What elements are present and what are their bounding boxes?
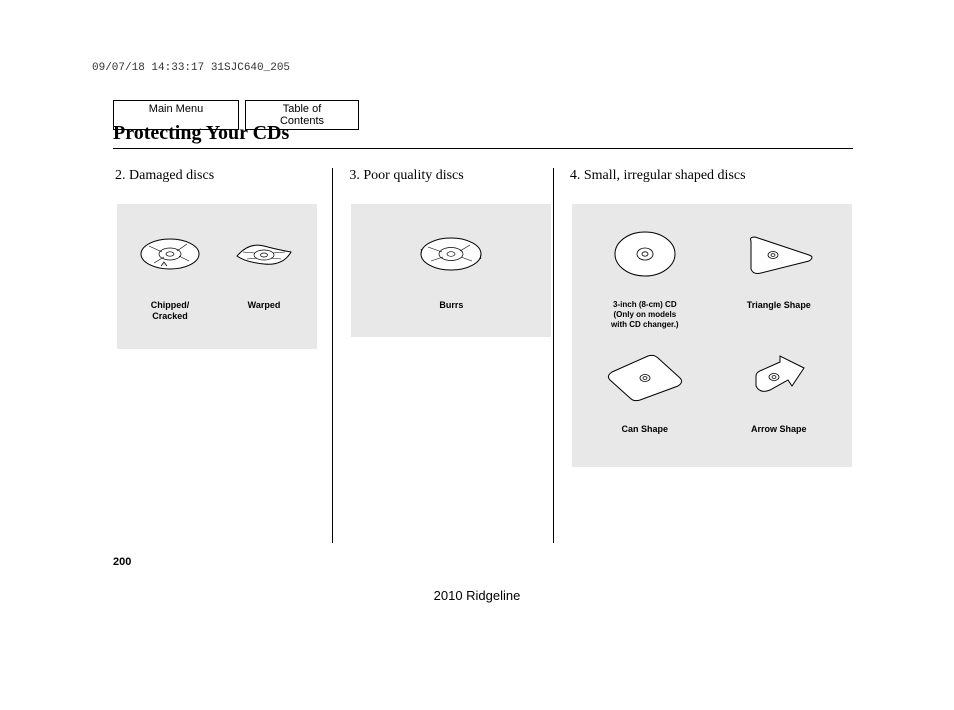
item-can-shape: Can Shape — [578, 348, 712, 435]
item-burrs: Burrs — [357, 224, 545, 311]
label-burrs: Burrs — [439, 300, 463, 311]
column-poor-quality: 3. Poor quality discs — [333, 168, 552, 543]
label-warped: Warped — [248, 300, 281, 311]
disc-small-icon — [610, 224, 680, 284]
panel-irregular: 3-inch (8-cm) CD (Only on models with CD… — [572, 204, 852, 467]
content-columns: 2. Damaged discs — [113, 168, 853, 543]
page-title: Protecting Your CDs — [113, 122, 289, 145]
column-heading: 4. Small, irregular shaped discs — [568, 168, 853, 184]
disc-chipped-icon — [139, 224, 201, 284]
disc-burrs-icon — [418, 224, 484, 284]
label-triangle: Triangle Shape — [747, 300, 811, 311]
disc-can-icon — [600, 348, 690, 408]
page-number: 200 — [113, 556, 131, 568]
title-rule — [113, 148, 853, 149]
column-irregular: 4. Small, irregular shaped discs 3-inch … — [554, 168, 853, 543]
panel-damaged: Chipped/ Cracked Wa — [117, 204, 317, 349]
column-heading: 2. Damaged discs — [113, 168, 332, 184]
column-damaged-discs: 2. Damaged discs — [113, 168, 332, 543]
item-chipped-cracked: Chipped/ Cracked — [123, 224, 217, 323]
label-chipped: Chipped/ Cracked — [151, 300, 190, 323]
item-arrow-shape: Arrow Shape — [712, 348, 846, 435]
timestamp: 09/07/18 14:33:17 31SJC640_205 — [92, 62, 290, 74]
label-3inch: 3-inch (8-cm) CD (Only on models with CD… — [611, 300, 679, 330]
disc-triangle-icon — [741, 224, 817, 284]
label-can: Can Shape — [622, 424, 669, 435]
column-heading: 3. Poor quality discs — [347, 168, 552, 184]
disc-arrow-icon — [742, 348, 816, 408]
disc-warped-icon — [233, 224, 295, 284]
item-3inch-cd: 3-inch (8-cm) CD (Only on models with CD… — [578, 224, 712, 330]
label-arrow: Arrow Shape — [751, 424, 807, 435]
item-warped: Warped — [217, 224, 311, 311]
footer-model: 2010 Ridgeline — [0, 588, 954, 603]
item-triangle: Triangle Shape — [712, 224, 846, 311]
panel-poor-quality: Burrs — [351, 204, 551, 337]
